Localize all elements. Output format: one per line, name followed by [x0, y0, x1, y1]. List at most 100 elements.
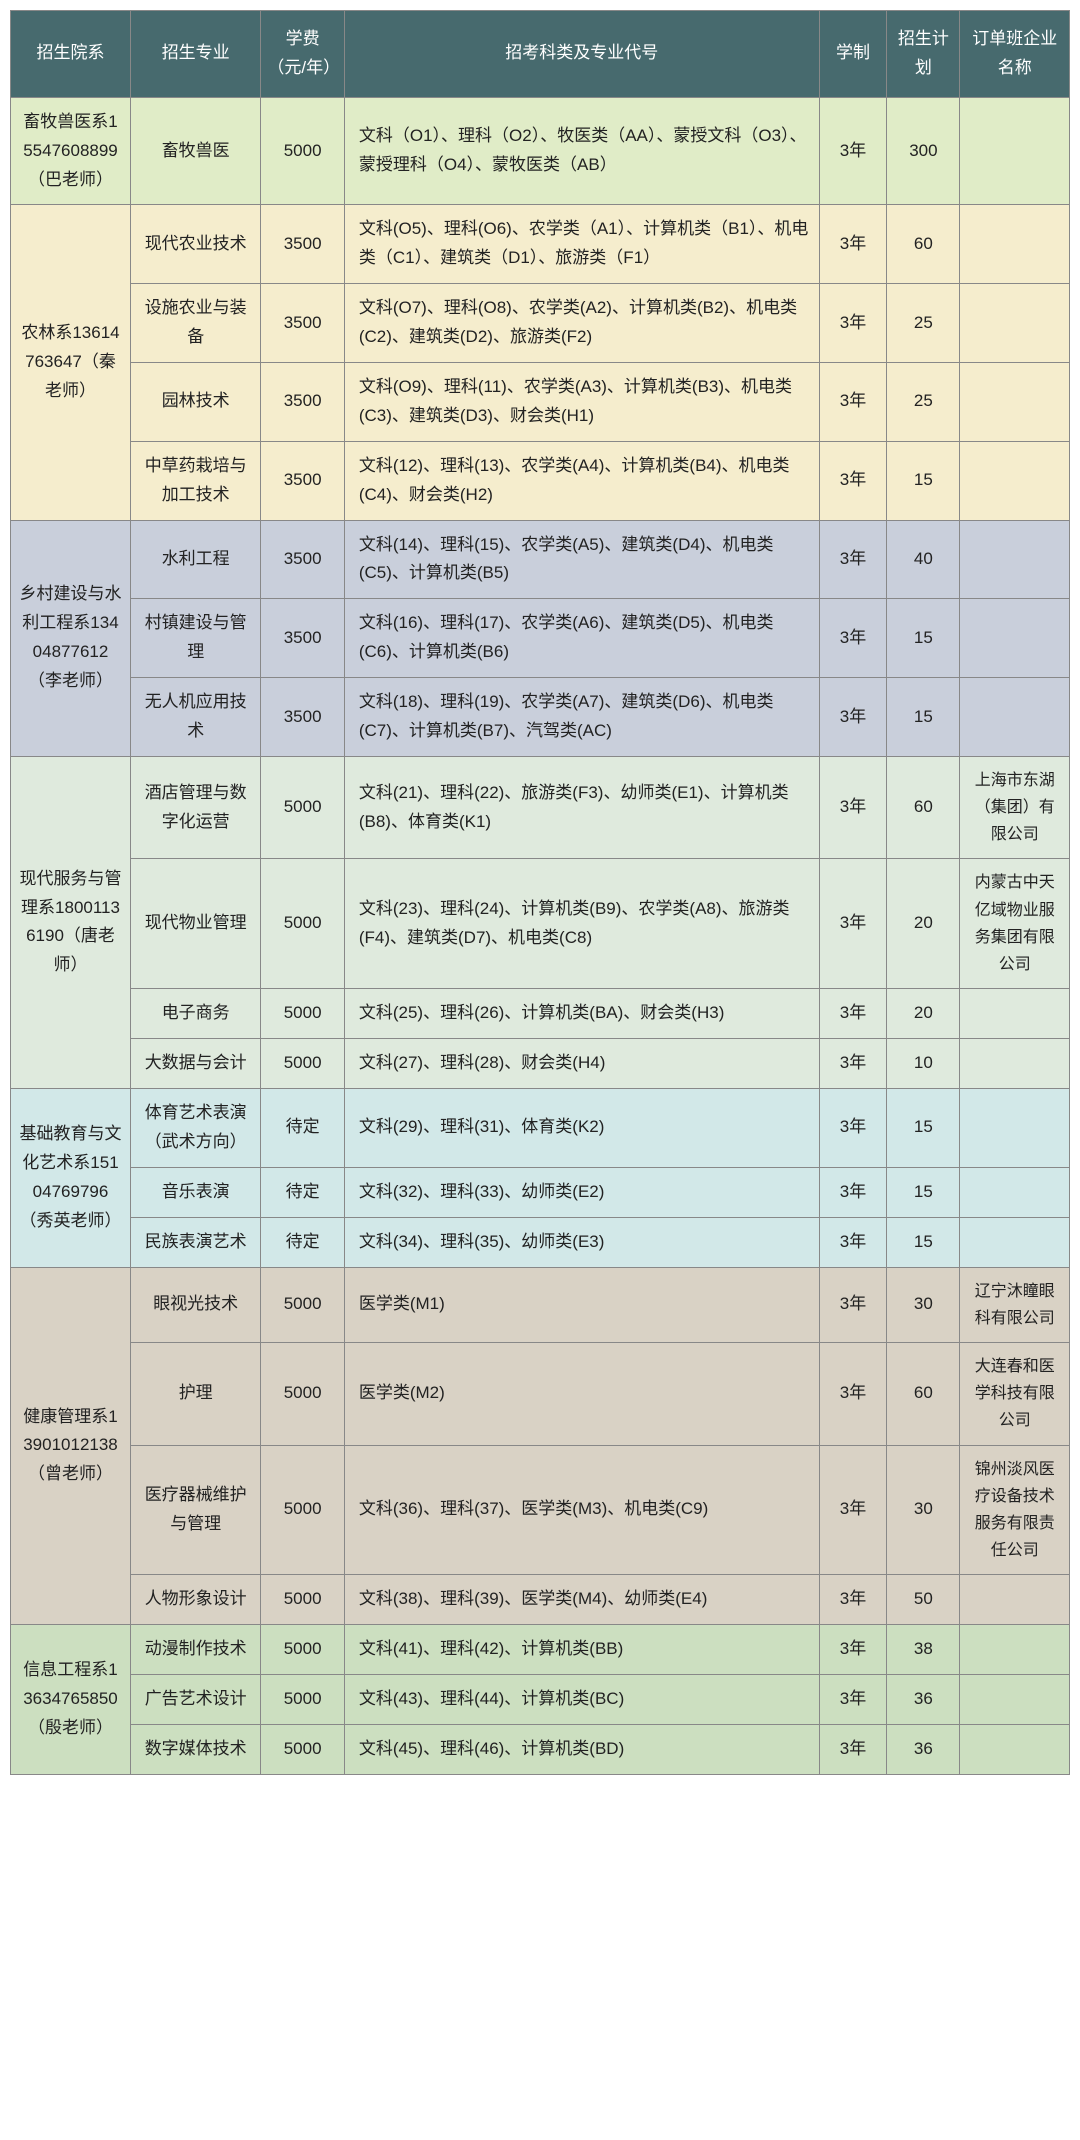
major-cell: 设施农业与装备: [130, 284, 260, 363]
table-row: 民族表演艺术待定文科(34)、理科(35)、幼师类(E3)3年15: [11, 1217, 1070, 1267]
major-cell: 广告艺术设计: [130, 1675, 260, 1725]
major-cell: 现代物业管理: [130, 859, 260, 989]
col-fee: 学费（元/年）: [261, 11, 344, 98]
fee-cell: 3500: [261, 520, 344, 599]
fee-cell: 5000: [261, 1675, 344, 1725]
table-row: 信息工程系13634765850（殷老师）动漫制作技术5000文科(41)、理科…: [11, 1625, 1070, 1675]
plan-cell: 50: [887, 1575, 960, 1625]
plan-cell: 25: [887, 284, 960, 363]
duration-cell: 3年: [819, 756, 887, 859]
duration-cell: 3年: [819, 1342, 887, 1445]
duration-cell: 3年: [819, 1089, 887, 1168]
subjects-cell: 医学类(M2): [344, 1342, 819, 1445]
table-row: 大数据与会计5000文科(27)、理科(28)、财会类(H4)3年10: [11, 1039, 1070, 1089]
plan-cell: 15: [887, 1089, 960, 1168]
table-row: 护理5000医学类(M2)3年60大连春和医学科技有限公司: [11, 1342, 1070, 1445]
table-row: 数字媒体技术5000文科(45)、理科(46)、计算机类(BD)3年36: [11, 1724, 1070, 1774]
plan-cell: 20: [887, 859, 960, 989]
fee-cell: 5000: [261, 1625, 344, 1675]
fee-cell: 5000: [261, 1039, 344, 1089]
enterprise-cell: [960, 363, 1070, 442]
enterprise-cell: [960, 1089, 1070, 1168]
major-cell: 护理: [130, 1342, 260, 1445]
table-row: 电子商务5000文科(25)、理科(26)、计算机类(BA)、财会类(H3)3年…: [11, 989, 1070, 1039]
plan-cell: 36: [887, 1675, 960, 1725]
subjects-cell: 文科(O7)、理科(O8)、农学类(A2)、计算机类(B2)、机电类(C2)、建…: [344, 284, 819, 363]
major-cell: 畜牧兽医: [130, 97, 260, 205]
fee-cell: 待定: [261, 1167, 344, 1217]
major-cell: 大数据与会计: [130, 1039, 260, 1089]
table-row: 中草药栽培与加工技术3500文科(12)、理科(13)、农学类(A4)、计算机类…: [11, 441, 1070, 520]
fee-cell: 5000: [261, 1575, 344, 1625]
duration-cell: 3年: [819, 441, 887, 520]
fee-cell: 3500: [261, 441, 344, 520]
table-row: 无人机应用技术3500文科(18)、理科(19)、农学类(A7)、建筑类(D6)…: [11, 678, 1070, 757]
col-subjects: 招考科类及专业代号: [344, 11, 819, 98]
fee-cell: 待定: [261, 1217, 344, 1267]
duration-cell: 3年: [819, 1575, 887, 1625]
enterprise-cell: [960, 1675, 1070, 1725]
enterprise-cell: 大连春和医学科技有限公司: [960, 1342, 1070, 1445]
plan-cell: 36: [887, 1724, 960, 1774]
dept-cell: 现代服务与管理系18001136190（唐老师）: [11, 756, 131, 1088]
fee-cell: 5000: [261, 1445, 344, 1575]
enterprise-cell: 锦州淡风医疗设备技术服务有限责任公司: [960, 1445, 1070, 1575]
enterprise-cell: [960, 1724, 1070, 1774]
major-cell: 人物形象设计: [130, 1575, 260, 1625]
subjects-cell: 文科(25)、理科(26)、计算机类(BA)、财会类(H3): [344, 989, 819, 1039]
col-major: 招生专业: [130, 11, 260, 98]
subjects-cell: 文科(45)、理科(46)、计算机类(BD): [344, 1724, 819, 1774]
subjects-cell: 文科(O5)、理科(O6)、农学类（A1）、计算机类（B1）、机电类（C1）、建…: [344, 205, 819, 284]
col-dept: 招生院系: [11, 11, 131, 98]
plan-cell: 300: [887, 97, 960, 205]
enterprise-cell: [960, 678, 1070, 757]
subjects-cell: 文科(34)、理科(35)、幼师类(E3): [344, 1217, 819, 1267]
dept-cell: 健康管理系13901012138（曾老师）: [11, 1267, 131, 1625]
major-cell: 电子商务: [130, 989, 260, 1039]
enterprise-cell: [960, 205, 1070, 284]
enterprise-cell: [960, 284, 1070, 363]
table-row: 农林系13614763647（秦老师）现代农业技术3500文科(O5)、理科(O…: [11, 205, 1070, 284]
subjects-cell: 文科(16)、理科(17)、农学类(A6)、建筑类(D5)、机电类(C6)、计算…: [344, 599, 819, 678]
major-cell: 水利工程: [130, 520, 260, 599]
enterprise-cell: 辽宁沐瞳眼科有限公司: [960, 1267, 1070, 1342]
duration-cell: 3年: [819, 1217, 887, 1267]
enterprise-cell: [960, 1217, 1070, 1267]
dept-cell: 畜牧兽医系15547608899（巴老师）: [11, 97, 131, 205]
table-row: 现代服务与管理系18001136190（唐老师）酒店管理与数字化运营5000文科…: [11, 756, 1070, 859]
duration-cell: 3年: [819, 520, 887, 599]
duration-cell: 3年: [819, 1167, 887, 1217]
plan-cell: 20: [887, 989, 960, 1039]
duration-cell: 3年: [819, 989, 887, 1039]
major-cell: 眼视光技术: [130, 1267, 260, 1342]
fee-cell: 3500: [261, 284, 344, 363]
major-cell: 现代农业技术: [130, 205, 260, 284]
duration-cell: 3年: [819, 1675, 887, 1725]
subjects-cell: 文科(18)、理科(19)、农学类(A7)、建筑类(D6)、机电类(C7)、计算…: [344, 678, 819, 757]
plan-cell: 15: [887, 678, 960, 757]
fee-cell: 3500: [261, 599, 344, 678]
fee-cell: 5000: [261, 97, 344, 205]
subjects-cell: 文科(14)、理科(15)、农学类(A5)、建筑类(D4)、机电类(C5)、计算…: [344, 520, 819, 599]
table-row: 健康管理系13901012138（曾老师）眼视光技术5000医学类(M1)3年3…: [11, 1267, 1070, 1342]
plan-cell: 15: [887, 1167, 960, 1217]
major-cell: 园林技术: [130, 363, 260, 442]
subjects-cell: 文科(12)、理科(13)、农学类(A4)、计算机类(B4)、机电类(C4)、财…: [344, 441, 819, 520]
plan-cell: 60: [887, 205, 960, 284]
table-row: 现代物业管理5000文科(23)、理科(24)、计算机类(B9)、农学类(A8)…: [11, 859, 1070, 989]
col-plan: 招生计划: [887, 11, 960, 98]
subjects-cell: 文科(O9)、理科(11)、农学类(A3)、计算机类(B3)、机电类(C3)、建…: [344, 363, 819, 442]
dept-cell: 农林系13614763647（秦老师）: [11, 205, 131, 520]
table-row: 人物形象设计5000文科(38)、理科(39)、医学类(M4)、幼师类(E4)3…: [11, 1575, 1070, 1625]
major-cell: 无人机应用技术: [130, 678, 260, 757]
subjects-cell: 文科(29)、理科(31)、体育类(K2): [344, 1089, 819, 1168]
table-row: 畜牧兽医系15547608899（巴老师）畜牧兽医5000文科（O1）、理科（O…: [11, 97, 1070, 205]
plan-cell: 10: [887, 1039, 960, 1089]
enterprise-cell: 上海市东湖（集团）有限公司: [960, 756, 1070, 859]
plan-cell: 25: [887, 363, 960, 442]
enterprise-cell: [960, 97, 1070, 205]
table-row: 广告艺术设计5000文科(43)、理科(44)、计算机类(BC)3年36: [11, 1675, 1070, 1725]
duration-cell: 3年: [819, 205, 887, 284]
table-row: 音乐表演待定文科(32)、理科(33)、幼师类(E2)3年15: [11, 1167, 1070, 1217]
plan-cell: 60: [887, 756, 960, 859]
